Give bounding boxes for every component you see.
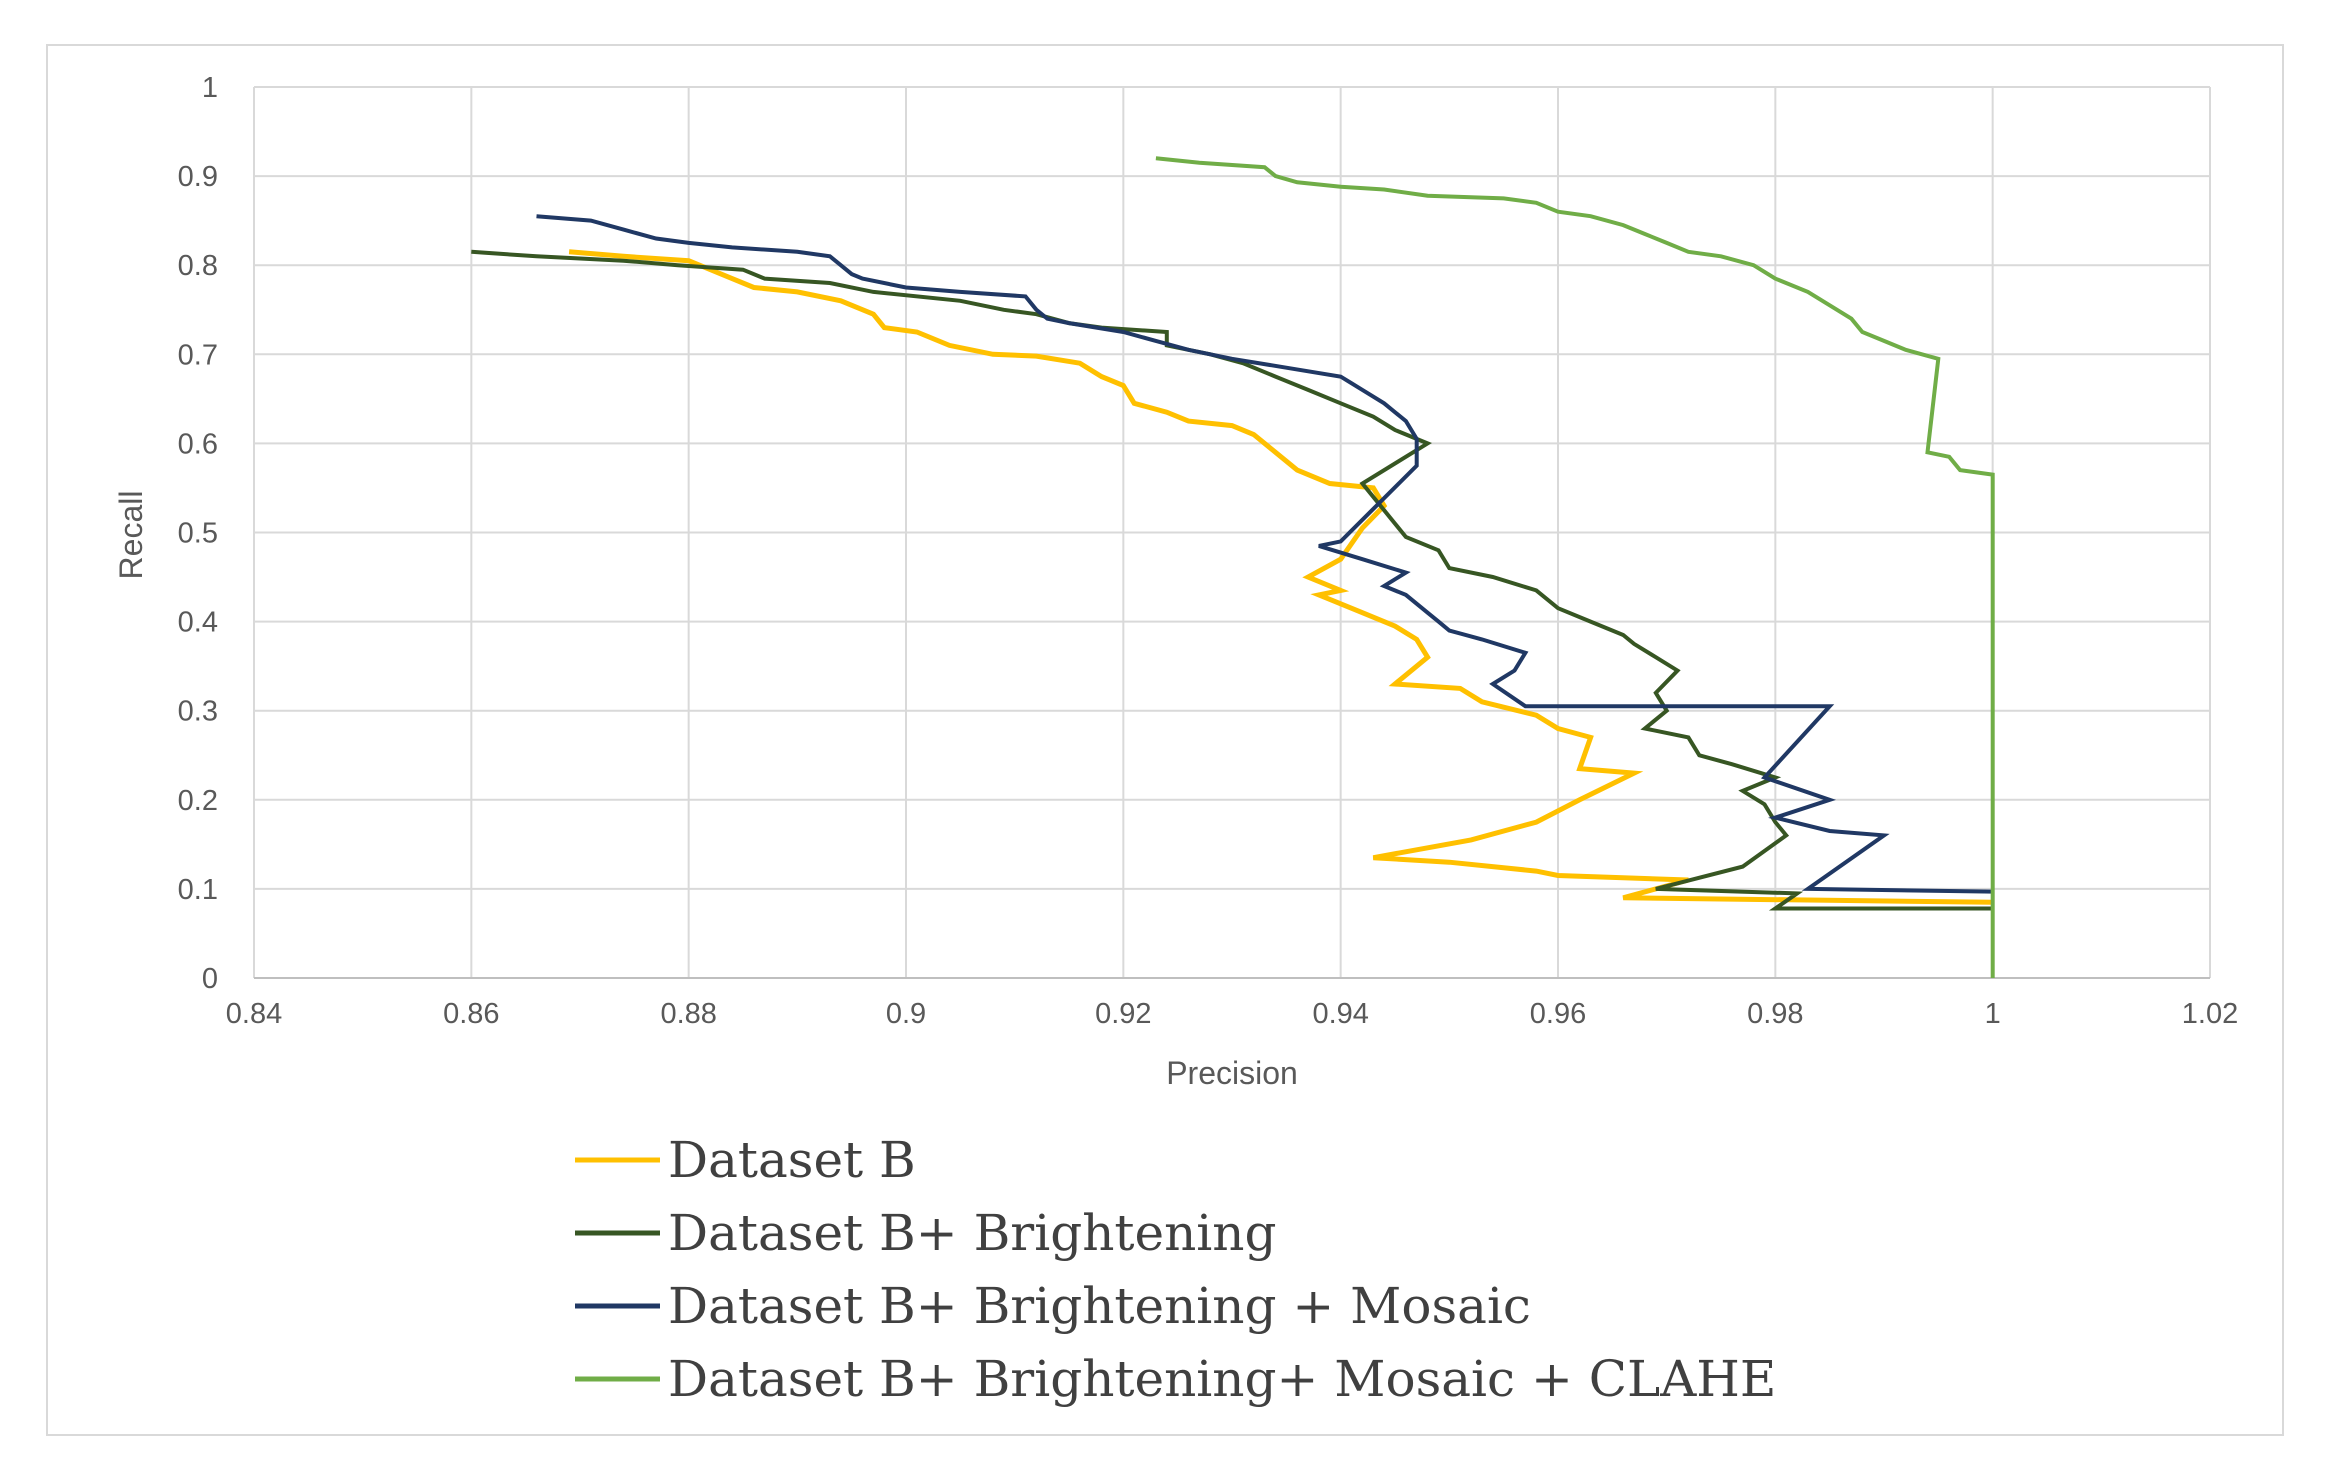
x-tick-label: 0.92	[1095, 998, 1151, 1030]
tick-labels: 0.84 0.86 0.88 0.9 0.92 0.94 0.96 0.98 1 1.02 0 0.1…	[178, 72, 2239, 1030]
y-tick-label: 0.5	[178, 518, 218, 550]
x-axis-title: Precision	[1166, 1055, 1298, 1091]
y-tick-label: 0.3	[178, 696, 218, 728]
y-tick-label: 0.4	[178, 607, 218, 639]
series-lines	[471, 156, 1995, 978]
x-tick-label: 0.86	[443, 998, 499, 1030]
chart-frame	[46, 44, 2284, 1436]
series-line-2	[471, 249, 1993, 911]
x-tick-label: 0.84	[226, 998, 282, 1030]
y-tick-label: 0.9	[178, 161, 218, 193]
x-tick-label: 0.98	[1747, 998, 1803, 1030]
y-axis-title: Recall	[113, 491, 149, 580]
legend-label: Dataset B	[668, 1131, 916, 1189]
x-tick-label: 0.94	[1312, 998, 1368, 1030]
y-tick-label: 0.1	[178, 874, 218, 906]
x-tick-label: 0.9	[886, 998, 926, 1030]
series-line-4	[1155, 156, 1995, 978]
x-tick-label: 1.02	[2182, 998, 2238, 1030]
legend-label: Dataset B+ Brightening + Mosaic	[668, 1277, 1531, 1335]
y-tick-label: 0.2	[178, 785, 218, 817]
y-tick-label: 0.8	[178, 250, 218, 282]
x-tick-label: 0.88	[660, 998, 716, 1030]
legend: Dataset B Dataset B+ Brightening Dataset B…	[575, 1131, 1776, 1408]
y-tick-label: 0	[202, 963, 218, 995]
x-tick-label: 0.96	[1530, 998, 1586, 1030]
legend-label: Dataset B+ Brightening+ Mosaic + CLAHE	[668, 1350, 1776, 1408]
grid-lines	[253, 86, 2211, 978]
series-line-1	[568, 249, 1993, 905]
legend-label: Dataset B+ Brightening	[668, 1204, 1277, 1262]
y-tick-label: 0.6	[178, 428, 218, 460]
y-tick-label: 0.7	[178, 339, 218, 371]
y-tick-label: 1	[202, 72, 218, 104]
series-line-3	[536, 214, 1993, 894]
x-tick-label: 1	[1985, 998, 2001, 1030]
